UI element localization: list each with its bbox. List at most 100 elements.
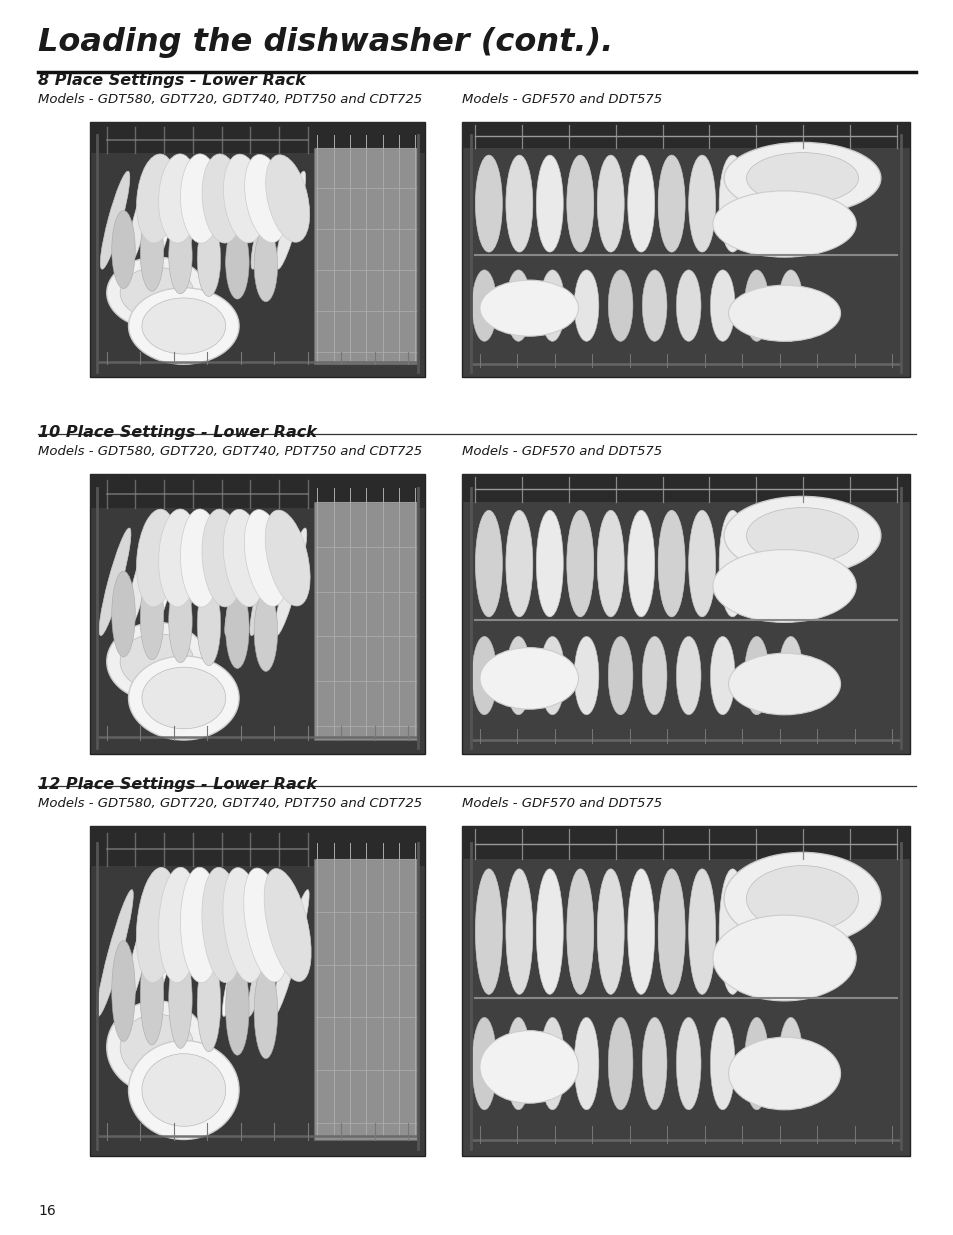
Text: Models - GDT580, GDT720, GDT740, PDT750 and CDT725: Models - GDT580, GDT720, GDT740, PDT750 …: [38, 797, 421, 810]
Bar: [90, 122, 424, 377]
Ellipse shape: [475, 510, 502, 616]
Ellipse shape: [197, 955, 220, 1052]
Ellipse shape: [129, 288, 239, 364]
Ellipse shape: [197, 889, 233, 1016]
Ellipse shape: [180, 867, 220, 983]
Ellipse shape: [745, 866, 858, 931]
Ellipse shape: [688, 869, 715, 994]
Ellipse shape: [608, 636, 632, 715]
Ellipse shape: [274, 529, 307, 636]
Ellipse shape: [641, 1018, 666, 1110]
Ellipse shape: [505, 156, 532, 252]
Ellipse shape: [96, 889, 133, 1016]
Ellipse shape: [574, 270, 598, 341]
Ellipse shape: [140, 945, 164, 1045]
Ellipse shape: [151, 172, 180, 269]
Ellipse shape: [247, 889, 284, 1016]
Ellipse shape: [719, 156, 745, 252]
Ellipse shape: [140, 576, 164, 659]
Ellipse shape: [676, 1018, 700, 1110]
Ellipse shape: [539, 270, 564, 341]
Ellipse shape: [253, 230, 277, 301]
Ellipse shape: [475, 156, 502, 252]
Ellipse shape: [479, 647, 578, 709]
Ellipse shape: [107, 257, 207, 329]
Ellipse shape: [136, 867, 177, 983]
Bar: [314, 860, 417, 1140]
Ellipse shape: [150, 529, 181, 636]
Ellipse shape: [129, 1041, 239, 1140]
Ellipse shape: [158, 509, 199, 606]
Ellipse shape: [658, 156, 684, 252]
Ellipse shape: [728, 1037, 840, 1110]
Ellipse shape: [627, 510, 654, 616]
Ellipse shape: [243, 868, 288, 982]
Ellipse shape: [710, 636, 734, 715]
Ellipse shape: [728, 285, 840, 341]
Ellipse shape: [688, 510, 715, 616]
Ellipse shape: [743, 636, 768, 715]
Ellipse shape: [202, 867, 242, 983]
Text: 8 Place Settings - Lower Rack: 8 Place Settings - Lower Rack: [38, 73, 305, 88]
Ellipse shape: [100, 172, 130, 269]
Ellipse shape: [169, 579, 192, 663]
Ellipse shape: [608, 1018, 632, 1110]
Ellipse shape: [743, 1018, 768, 1110]
Ellipse shape: [566, 510, 593, 616]
Ellipse shape: [223, 868, 265, 982]
Text: 10 Place Settings - Lower Rack: 10 Place Settings - Lower Rack: [38, 425, 316, 440]
Text: Models - GDT580, GDT720, GDT740, PDT750 and CDT725: Models - GDT580, GDT720, GDT740, PDT750 …: [38, 445, 421, 458]
Ellipse shape: [265, 510, 310, 606]
Ellipse shape: [719, 869, 745, 994]
Ellipse shape: [566, 156, 593, 252]
Bar: [314, 501, 417, 740]
Ellipse shape: [658, 510, 684, 616]
Ellipse shape: [264, 868, 311, 982]
Ellipse shape: [536, 156, 562, 252]
Ellipse shape: [125, 172, 154, 269]
Bar: [90, 474, 424, 508]
Ellipse shape: [251, 172, 280, 269]
Ellipse shape: [112, 210, 135, 289]
Bar: [461, 474, 909, 755]
Text: Models - GDF570 and DDT575: Models - GDF570 and DDT575: [461, 93, 661, 106]
Ellipse shape: [676, 270, 700, 341]
Ellipse shape: [597, 510, 623, 616]
Ellipse shape: [712, 191, 856, 257]
Ellipse shape: [140, 214, 164, 291]
Ellipse shape: [169, 217, 192, 294]
Ellipse shape: [505, 510, 532, 616]
Ellipse shape: [201, 172, 230, 269]
Text: 12 Place Settings - Lower Rack: 12 Place Settings - Lower Rack: [38, 777, 316, 792]
Ellipse shape: [712, 550, 856, 622]
Ellipse shape: [676, 636, 700, 715]
Bar: [90, 474, 424, 755]
Ellipse shape: [641, 636, 666, 715]
Bar: [461, 826, 909, 1156]
Bar: [90, 122, 424, 153]
Bar: [90, 826, 424, 866]
Ellipse shape: [226, 172, 255, 269]
Ellipse shape: [627, 156, 654, 252]
Ellipse shape: [112, 571, 135, 657]
Ellipse shape: [745, 508, 858, 563]
Text: Models - GDF570 and DDT575: Models - GDF570 and DDT575: [461, 445, 661, 458]
Ellipse shape: [244, 154, 287, 242]
Ellipse shape: [202, 154, 242, 243]
Ellipse shape: [574, 636, 598, 715]
Ellipse shape: [710, 1018, 734, 1110]
Ellipse shape: [120, 634, 193, 689]
Ellipse shape: [136, 509, 177, 606]
Ellipse shape: [172, 889, 209, 1016]
Ellipse shape: [539, 636, 564, 715]
Ellipse shape: [142, 1053, 226, 1126]
Ellipse shape: [107, 1000, 207, 1093]
Ellipse shape: [743, 270, 768, 341]
Bar: [461, 122, 909, 147]
Ellipse shape: [107, 622, 207, 700]
Ellipse shape: [226, 588, 249, 668]
Ellipse shape: [566, 869, 593, 994]
Ellipse shape: [169, 950, 192, 1049]
Ellipse shape: [202, 509, 242, 606]
Ellipse shape: [472, 1018, 497, 1110]
